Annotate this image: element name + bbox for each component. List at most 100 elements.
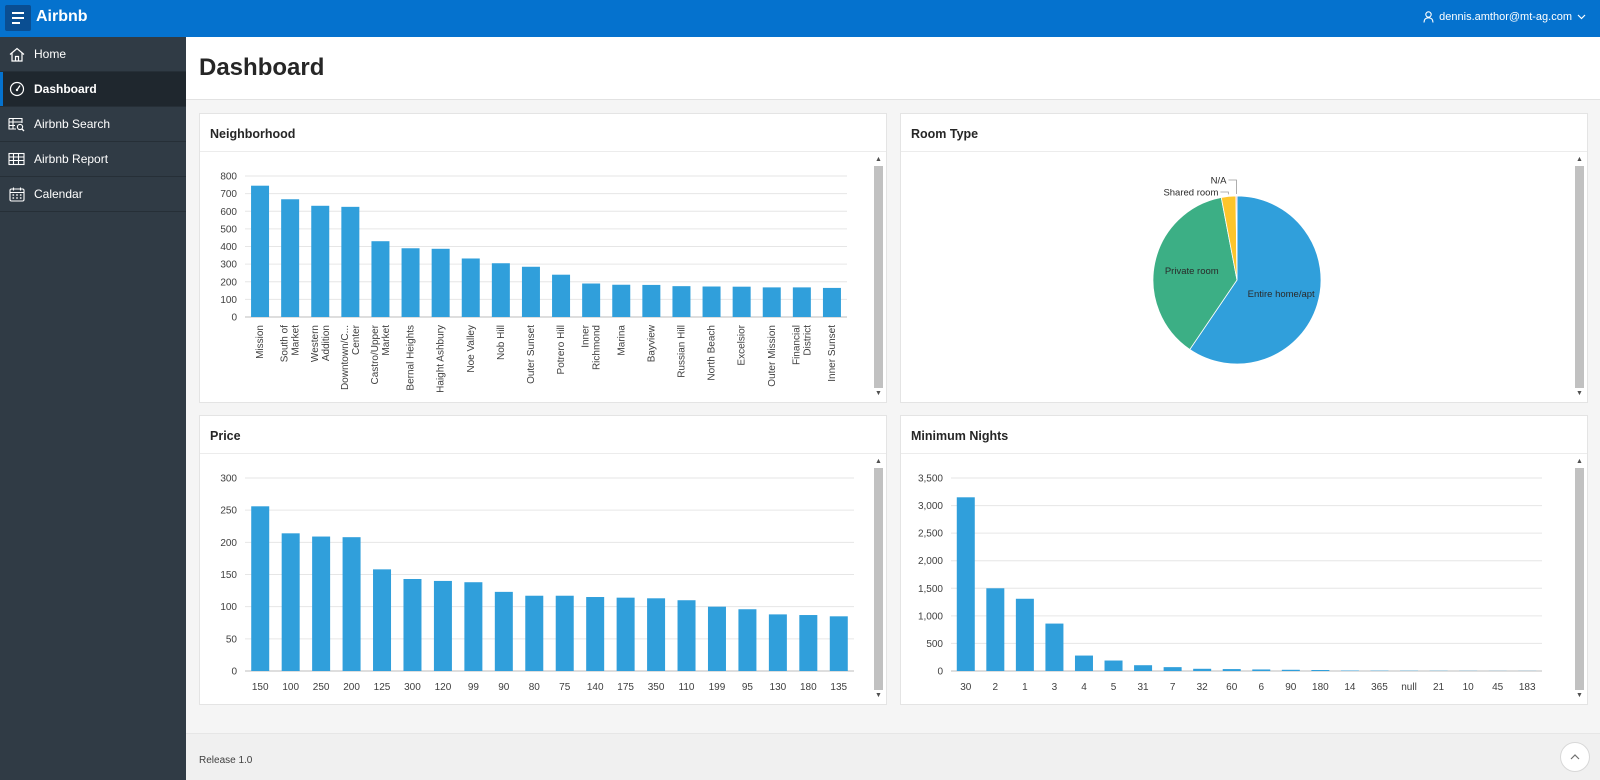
calendar-icon [8,186,25,202]
bar [586,597,605,671]
scroll-down-icon[interactable]: ▼ [1576,390,1583,397]
page-header: Dashboard [186,37,1600,100]
bar [642,284,661,317]
bar [616,597,635,671]
y-tick-label: 3,000 [918,501,943,512]
y-tick-label: 2,500 [918,529,943,540]
pie-slice [1152,197,1238,351]
region-scrollbar[interactable]: ▲ ▼ [874,156,883,398]
table-icon [8,151,25,167]
x-tick-label: Excelsior [737,324,748,365]
bar [555,595,574,671]
x-tick-label: 90 [498,682,510,693]
x-tick-label: 180 [800,682,817,693]
app-title[interactable]: Airbnb [36,8,88,25]
x-tick-label: Marina [616,325,627,356]
bar [371,241,390,317]
x-tick-label: 10 [1463,682,1475,693]
bar [341,206,360,317]
bar [677,600,696,671]
bar [1252,669,1271,671]
bar [956,497,975,671]
y-tick-label: 800 [220,172,237,183]
bar [986,588,1005,671]
bar [552,274,571,317]
x-tick-label: 125 [374,682,391,693]
x-tick-label: Center [351,324,362,355]
pie-leader-line [1220,191,1229,195]
bar [251,185,270,317]
x-tick-label: Market [381,325,392,356]
menu-toggle-button[interactable] [5,5,31,31]
pie-slice [1235,195,1238,281]
sidebar-item-airbnb-report[interactable]: Airbnb Report [0,142,186,177]
y-tick-label: 400 [220,242,237,253]
sidebar-item-dashboard[interactable]: Dashboard [0,72,186,107]
x-tick-label: 6 [1258,682,1264,693]
region-title: Price [200,416,886,454]
bar [829,616,848,671]
sidebar: Home Dashboard Airbnb Search Airbnb Repo… [0,37,186,780]
chevron-down-icon [1577,14,1586,20]
scroll-down-icon[interactable]: ▼ [1576,692,1583,699]
scroll-up-icon[interactable]: ▲ [1576,156,1583,163]
scroll-up-icon[interactable]: ▲ [875,458,882,465]
region-title: Minimum Nights [901,416,1587,454]
x-tick-label: 100 [282,682,299,693]
scroll-down-icon[interactable]: ▼ [875,692,882,699]
sidebar-item-home[interactable]: Home [0,37,186,72]
y-tick-label: 100 [220,602,237,613]
region-scrollbar[interactable]: ▲ ▼ [1575,458,1584,700]
x-tick-label: Richmond [592,325,603,370]
bar [672,286,691,317]
scroll-up-icon[interactable]: ▲ [1576,458,1583,465]
bar [612,284,631,317]
sidebar-item-calendar[interactable]: Calendar [0,177,186,212]
scroll-up-icon[interactable]: ▲ [875,156,882,163]
scroll-down-icon[interactable]: ▼ [875,390,882,397]
x-tick-label: Addition [321,325,332,361]
y-tick-label: 300 [220,260,237,271]
bar [1045,623,1064,671]
x-tick-label: Bayview [646,324,657,362]
bar [433,580,452,671]
neighborhood-bar-chart: 800 700 600 500 400 300 200 100 0 Mission South of… [220,172,847,393]
scroll-to-top-button[interactable] [1560,742,1590,772]
x-tick-label: 14 [1344,682,1356,693]
room-type-region: Room Type Entire home/apt Private room Sha… [900,113,1588,403]
bar [762,287,781,317]
bar [702,286,721,317]
bar [373,569,392,671]
y-tick-label: 0 [937,667,943,678]
x-tick-label: Haight Ashbury [436,325,447,393]
x-tick-label: 250 [313,682,330,693]
region-scrollbar[interactable]: ▲ ▼ [874,458,883,700]
x-tick-label: Inner [581,324,592,347]
x-tick-label: 30 [960,682,972,693]
user-menu[interactable]: dennis.amthor@mt-ag.com [1423,11,1586,23]
y-tick-label: 50 [226,634,238,645]
bar [647,598,666,671]
pie-label: Private room [1165,266,1219,277]
sidebar-item-airbnb-search[interactable]: Airbnb Search [0,107,186,142]
bar [281,199,300,317]
bar [1281,669,1300,671]
x-tick-label: 135 [830,682,847,693]
x-tick-label: 150 [252,682,269,693]
x-tick-label: 110 [679,682,695,693]
bar [312,536,331,671]
region-scrollbar[interactable]: ▲ ▼ [1575,156,1584,398]
x-tick-label: 75 [559,682,571,693]
bar [521,266,540,317]
x-tick-label: District [802,325,813,356]
x-tick-label: null [1401,682,1417,693]
room-type-pie-chart: Entire home/apt Private room Shared roomN/… [1152,176,1322,365]
pie-slice [1189,195,1322,365]
x-tick-label: 200 [343,682,360,693]
neighborhood-region: Neighborhood 800 700 600 500 400 300 200 100 0 Mi… [199,113,887,403]
home-icon [8,46,25,62]
x-tick-label: 140 [587,682,604,693]
bar [1104,660,1123,671]
pie-label: Shared room [1163,188,1218,199]
pie-label: Entire home/apt [1248,289,1315,300]
